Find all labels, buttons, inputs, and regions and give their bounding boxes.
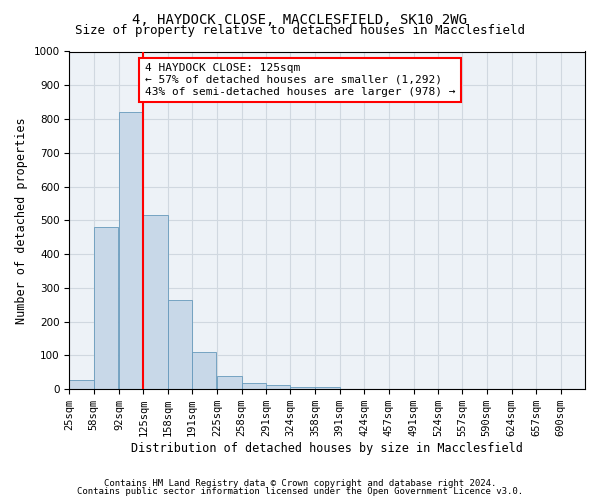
- Text: Size of property relative to detached houses in Macclesfield: Size of property relative to detached ho…: [75, 24, 525, 37]
- Text: Contains public sector information licensed under the Open Government Licence v3: Contains public sector information licen…: [77, 487, 523, 496]
- Bar: [217, 376, 242, 389]
- Bar: [290, 386, 314, 389]
- Bar: [242, 383, 266, 389]
- Bar: [143, 216, 167, 389]
- Bar: [266, 385, 290, 389]
- Y-axis label: Number of detached properties: Number of detached properties: [15, 117, 28, 324]
- Bar: [192, 352, 217, 389]
- Bar: [70, 380, 94, 389]
- Text: 4 HAYDOCK CLOSE: 125sqm
← 57% of detached houses are smaller (1,292)
43% of semi: 4 HAYDOCK CLOSE: 125sqm ← 57% of detache…: [145, 64, 455, 96]
- Bar: [94, 227, 118, 389]
- Bar: [316, 386, 340, 389]
- Text: Contains HM Land Registry data © Crown copyright and database right 2024.: Contains HM Land Registry data © Crown c…: [104, 478, 496, 488]
- Bar: [119, 112, 143, 389]
- X-axis label: Distribution of detached houses by size in Macclesfield: Distribution of detached houses by size …: [131, 442, 523, 455]
- Bar: [167, 300, 192, 389]
- Text: 4, HAYDOCK CLOSE, MACCLESFIELD, SK10 2WG: 4, HAYDOCK CLOSE, MACCLESFIELD, SK10 2WG: [133, 12, 467, 26]
